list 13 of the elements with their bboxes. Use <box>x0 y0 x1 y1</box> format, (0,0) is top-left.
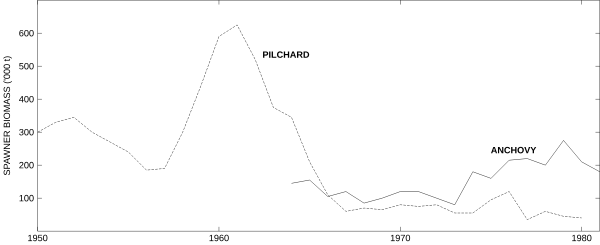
x-tick-label: 1970 <box>390 234 410 242</box>
x-tick-label: 1980 <box>572 234 592 242</box>
series-label: PILCHARD <box>263 52 310 58</box>
y-axis-title: SPAWNER BIOMASS ('000 t) <box>3 56 12 176</box>
y-tick-label: 600 <box>19 30 34 37</box>
y-tick-label: 400 <box>19 96 34 103</box>
y-tick-label: 500 <box>19 63 34 70</box>
series-label: ANCHOVY <box>491 147 536 154</box>
x-tick-label: 1960 <box>210 234 229 242</box>
y-tick-label: 100 <box>20 195 34 202</box>
y-tick-label: 200 <box>19 162 34 169</box>
x-tick-label: 1950 <box>28 234 48 242</box>
y-tick-label: 300 <box>19 129 34 136</box>
